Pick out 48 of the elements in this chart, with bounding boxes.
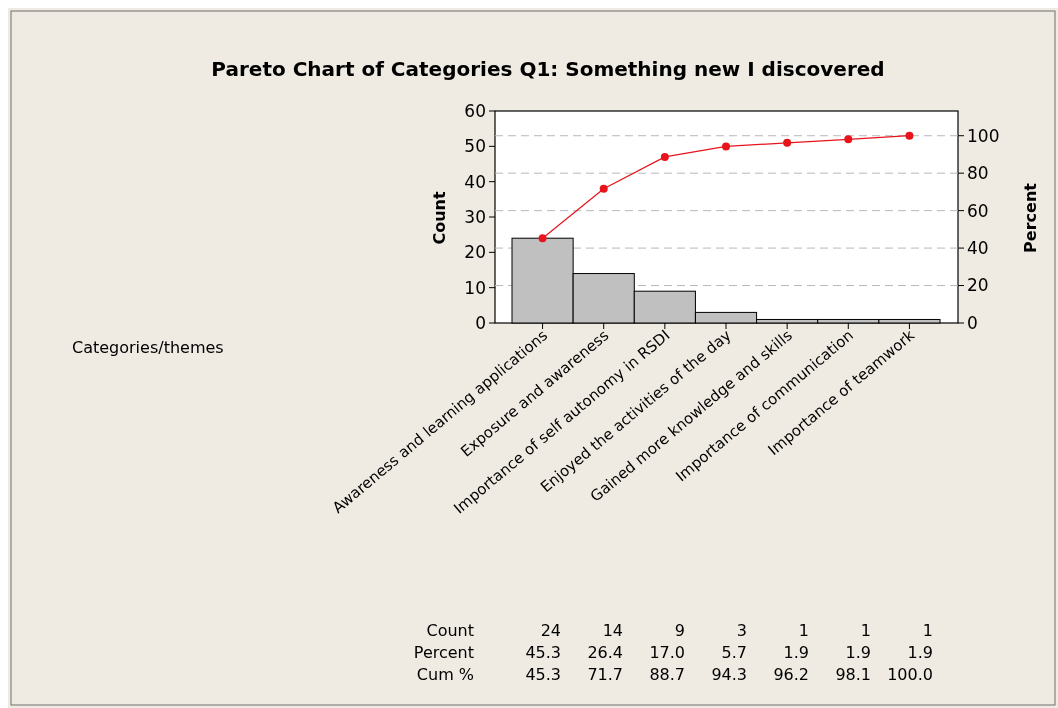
text: 1.9 [845, 643, 871, 662]
y2-tick-label: 0 [967, 312, 978, 333]
y2-tick-label: 60 [967, 200, 989, 221]
y-tick-label: 40 [464, 171, 486, 192]
data-label: 100.0 [887, 665, 933, 684]
data-label: 1 [798, 621, 809, 640]
y2-axis-title: Percent [1021, 182, 1040, 253]
y-tick-label: 30 [464, 206, 486, 227]
y2-tick-label: 80 [967, 163, 989, 184]
point [783, 138, 792, 147]
text: 17.0 [649, 643, 685, 662]
y-axis-title: Count [430, 191, 449, 245]
data-label: 96.2 [773, 665, 809, 684]
data-label: 45.3 [525, 665, 561, 684]
data-label: 1 [922, 621, 933, 640]
y-tick-label: 0 [475, 312, 486, 333]
data-label: 71.7 [587, 665, 623, 684]
data-label: 88.7 [649, 665, 685, 684]
text: Percent [413, 643, 474, 662]
text: 1.9 [783, 643, 809, 662]
point [599, 184, 608, 193]
y-tick-label: 50 [464, 136, 486, 157]
y-tick-label: 20 [464, 242, 486, 263]
point [905, 131, 914, 140]
text: 1.9 [907, 643, 933, 662]
point [722, 142, 730, 151]
y-tick-label: 10 [464, 277, 486, 298]
y2-tick-label: 100 [967, 125, 1000, 146]
data-label: 3 [736, 621, 747, 640]
chart-title: Pareto Chart of Categories Q1: Something new I discovered [211, 57, 885, 81]
data-label: 94.3 [711, 665, 747, 684]
text: Categories/themes [72, 338, 224, 357]
data-label: 9 [674, 621, 685, 640]
data-label: 14 [602, 621, 623, 640]
text: 26.4 [587, 643, 623, 662]
data-label: 1 [860, 621, 871, 640]
data-label: 98.1 [835, 665, 871, 684]
point [660, 152, 669, 161]
point [538, 234, 547, 243]
text: Count [426, 621, 474, 640]
y2-tick-label: 20 [967, 275, 989, 296]
text: Cum % [416, 665, 474, 684]
y2-tick-label: 40 [967, 238, 989, 259]
point [844, 135, 853, 144]
text: 45.3 [525, 643, 561, 662]
y-tick-label: 60 [464, 100, 486, 121]
text: 5.7 [721, 643, 747, 662]
data-label: 24 [540, 621, 561, 640]
